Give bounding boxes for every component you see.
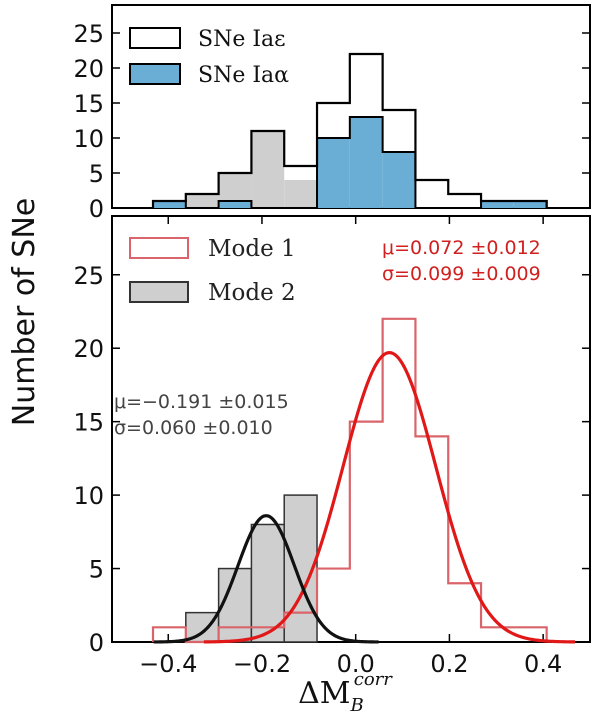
top-panel: 0 5 10 15 20 25 SNe Iaε SNe Iaα <box>73 4 591 223</box>
bar-top-ia-alpha-7 <box>382 152 416 208</box>
top-ytick-label-0: 0 <box>89 195 104 223</box>
x-axis-label: ΔMBcorr <box>298 669 393 715</box>
top-ia-epsilon-outline <box>151 52 548 208</box>
y-axis-label: Number of SNe <box>7 198 42 426</box>
bar-top-ia-alpha-0 <box>153 201 186 208</box>
legend-label-mode-1: Mode 1 <box>208 236 296 262</box>
bottom-ytick-label-25: 25 <box>73 262 104 290</box>
top-ytick-label-15: 15 <box>73 90 104 118</box>
mode1-gaussian-curve <box>203 350 576 644</box>
bottom-ytick-label-10: 10 <box>73 482 104 510</box>
mode2-gaussian-curve <box>153 514 379 644</box>
bar-top-ia-alpha-11 <box>513 201 547 208</box>
legend-swatch-ia-epsilon <box>129 27 181 49</box>
bottom-xtick-label-0: −0.4 <box>139 650 197 678</box>
top-ia-alpha-outline <box>152 116 548 209</box>
bottom-y-ticks: 0 5 10 15 20 25 <box>73 262 590 657</box>
top-y-ticks: 0 5 10 15 20 25 <box>73 20 590 223</box>
bottom-ytick-label-5: 5 <box>89 556 104 584</box>
bar-top-ia-alpha-2 <box>218 201 252 208</box>
x-axis-label-sup: corr <box>354 669 394 690</box>
x-axis-label-sub: B <box>350 695 364 715</box>
bar-bottom-mode2-3 <box>250 523 285 643</box>
bar-top-mode2-3 <box>251 131 285 208</box>
bar-top-ia-alpha-5 <box>317 138 350 208</box>
top-legend: SNe Iaε SNe Iaα <box>129 27 289 88</box>
legend-swatch-mode-1 <box>129 237 189 259</box>
mode2-mu-annotation: μ=−0.191 ±0.015 <box>114 391 289 413</box>
legend-label-ia-alpha: SNe Iaα <box>198 63 289 88</box>
bar-top-ia-alpha-6 <box>349 117 383 208</box>
bottom-xtick-label-2: 0.0 <box>337 650 375 678</box>
mode1-sigma-annotation: σ=0.099 ±0.009 <box>382 263 541 285</box>
top-bars <box>151 52 548 209</box>
bottom-panel: 0 5 10 15 20 25 −0.4 −0.2 0.0 0.2 0.4 Mode 1 Mode… <box>73 215 591 678</box>
mode1-mu-annotation: μ=0.072 ±0.012 <box>382 237 541 259</box>
legend-label-ia-epsilon: SNe Iaε <box>198 27 286 52</box>
bottom-ytick-label-15: 15 <box>73 409 104 437</box>
bar-top-mode2-1 <box>185 194 219 208</box>
bottom-gaussian-fits <box>153 350 576 644</box>
bar-bottom-mode2-2 <box>217 567 253 643</box>
legend-swatch-mode-2 <box>129 281 189 303</box>
legend-label-mode-2: Mode 2 <box>208 280 296 306</box>
top-ytick-label-20: 20 <box>73 55 104 83</box>
bottom-x-ticks: −0.4 −0.2 0.0 0.2 0.4 <box>139 216 562 678</box>
bottom-xtick-label-3: 0.2 <box>430 650 468 678</box>
bottom-xtick-label-4: 0.4 <box>524 650 562 678</box>
bottom-mode1-outline <box>151 317 548 644</box>
x-axis-label-main: ΔM <box>298 676 350 711</box>
mode2-sigma-annotation: σ=0.060 ±0.010 <box>114 417 273 439</box>
top-ytick-label-5: 5 <box>89 160 104 188</box>
legend-swatch-ia-alpha <box>129 63 181 85</box>
bar-top-mode2-4 <box>284 180 318 208</box>
bottom-bars <box>151 317 548 644</box>
bar-top-ia-alpha-10 <box>481 201 514 208</box>
bottom-xtick-label-1: −0.2 <box>233 650 291 678</box>
top-ytick-label-25: 25 <box>73 20 104 48</box>
bottom-legend: Mode 1 Mode 2 <box>129 236 296 306</box>
bottom-ytick-label-0: 0 <box>89 629 104 657</box>
top-ytick-label-10: 10 <box>73 125 104 153</box>
bottom-ytick-label-20: 20 <box>73 335 104 363</box>
